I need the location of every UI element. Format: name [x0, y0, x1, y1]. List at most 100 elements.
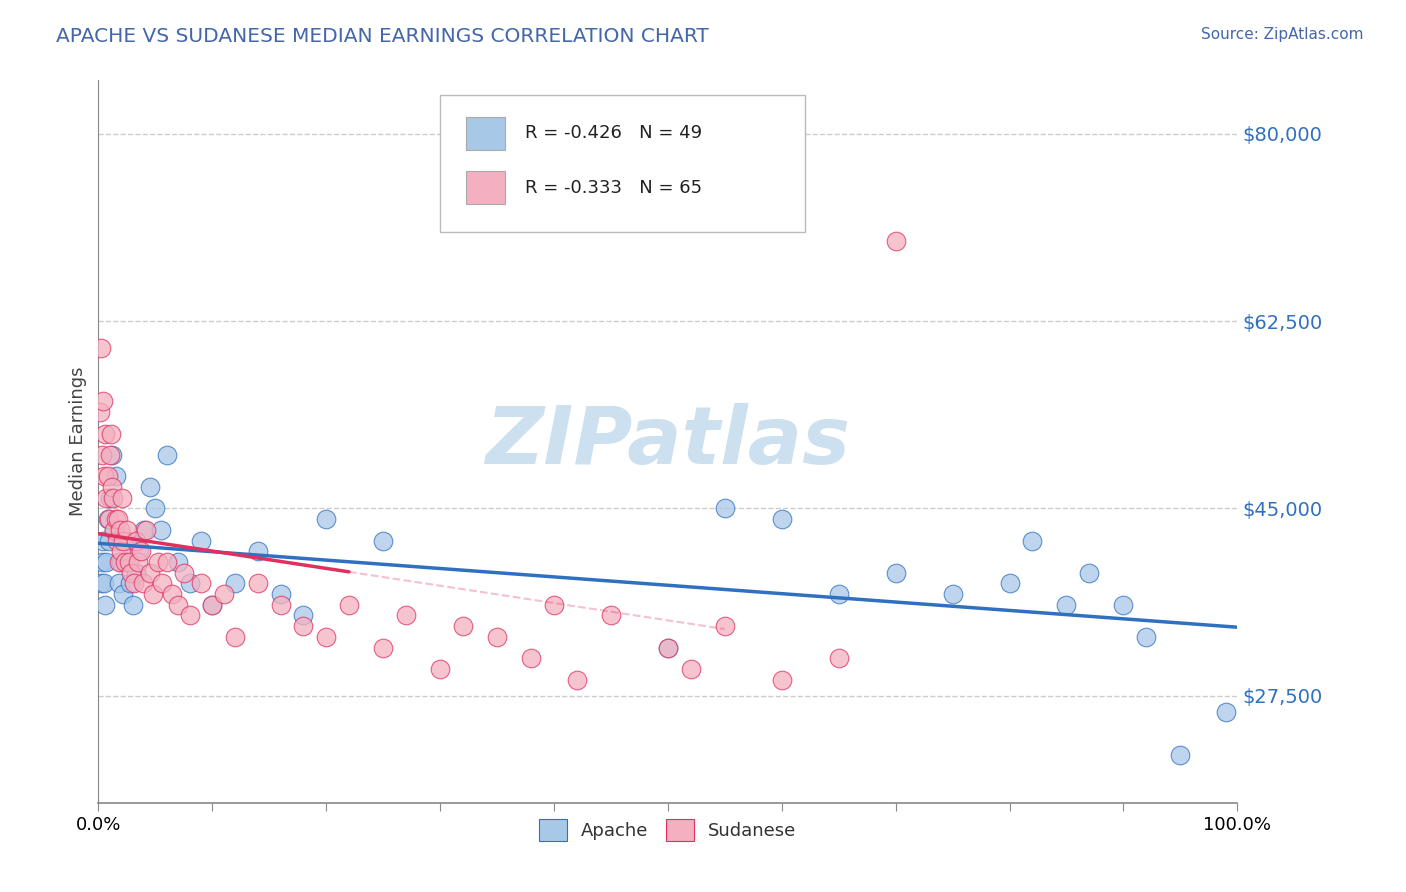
Point	[105, 533, 128, 548]
Point	[714, 619, 737, 633]
Point	[103, 523, 125, 537]
Point	[714, 501, 737, 516]
Point	[156, 448, 179, 462]
Point	[942, 587, 965, 601]
Point	[770, 512, 793, 526]
Point	[150, 576, 173, 591]
Point	[429, 662, 451, 676]
Point	[120, 566, 142, 580]
Point	[90, 341, 112, 355]
Point	[103, 491, 125, 505]
Point	[93, 576, 115, 591]
Y-axis label: Median Earnings: Median Earnings	[69, 367, 87, 516]
Point	[91, 533, 114, 548]
Point	[770, 673, 793, 687]
Point	[138, 480, 160, 494]
Point	[97, 512, 120, 526]
Point	[89, 405, 111, 419]
Point	[103, 523, 125, 537]
Point	[96, 512, 118, 526]
Point	[520, 651, 543, 665]
Text: R = -0.333   N = 65: R = -0.333 N = 65	[526, 178, 703, 196]
Point	[118, 555, 141, 569]
Point	[224, 630, 246, 644]
Point	[212, 587, 235, 601]
Point	[122, 576, 145, 591]
Point	[112, 533, 135, 548]
Point	[156, 555, 179, 569]
Point	[101, 480, 124, 494]
Point	[657, 640, 679, 655]
Point	[150, 523, 173, 537]
Point	[224, 576, 246, 591]
Point	[146, 555, 169, 569]
Point	[190, 576, 212, 591]
Point	[292, 619, 315, 633]
Point	[111, 491, 134, 505]
Point	[104, 469, 127, 483]
Point	[125, 533, 148, 548]
Point	[246, 576, 269, 591]
FancyBboxPatch shape	[467, 171, 505, 204]
Point	[1078, 566, 1101, 580]
Point	[135, 523, 157, 537]
Point	[127, 555, 149, 569]
Point	[120, 576, 142, 591]
Point	[884, 234, 907, 248]
Point	[108, 576, 131, 591]
Point	[121, 598, 143, 612]
Point	[162, 587, 184, 601]
Point	[246, 544, 269, 558]
Legend: Apache, Sudanese: Apache, Sudanese	[533, 812, 803, 848]
Point	[94, 426, 117, 441]
Point	[110, 555, 132, 569]
Point	[173, 566, 195, 580]
Point	[543, 598, 565, 612]
Point	[679, 662, 702, 676]
Point	[884, 566, 907, 580]
Point	[110, 544, 132, 558]
Point	[201, 598, 224, 612]
Point	[371, 640, 394, 655]
Text: R = -0.426   N = 49: R = -0.426 N = 49	[526, 125, 703, 143]
Point	[145, 501, 167, 516]
Point	[565, 673, 588, 687]
Text: Source: ZipAtlas.com: Source: ZipAtlas.com	[1201, 27, 1364, 42]
Text: APACHE VS SUDANESE MEDIAN EARNINGS CORRELATION CHART: APACHE VS SUDANESE MEDIAN EARNINGS CORRE…	[56, 27, 709, 45]
Point	[315, 630, 337, 644]
Point	[167, 555, 190, 569]
Point	[112, 587, 135, 601]
Point	[179, 576, 201, 591]
Point	[1170, 747, 1192, 762]
Point	[828, 651, 851, 665]
Point	[142, 587, 165, 601]
Point	[101, 448, 124, 462]
Point	[190, 533, 212, 548]
Point	[201, 598, 224, 612]
Point	[270, 587, 292, 601]
Point	[129, 544, 152, 558]
Point	[167, 598, 190, 612]
Point	[998, 576, 1021, 591]
Point	[100, 426, 122, 441]
FancyBboxPatch shape	[467, 117, 505, 150]
Point	[138, 566, 160, 580]
FancyBboxPatch shape	[440, 95, 804, 232]
Point	[451, 619, 474, 633]
Point	[1112, 598, 1135, 612]
Point	[90, 448, 112, 462]
Point	[125, 566, 148, 580]
Point	[132, 576, 155, 591]
Point	[96, 491, 118, 505]
Point	[1054, 598, 1078, 612]
Point	[600, 608, 623, 623]
Point	[96, 555, 118, 569]
Point	[115, 523, 138, 537]
Point	[108, 555, 131, 569]
Point	[115, 533, 138, 548]
Point	[1021, 533, 1043, 548]
Point	[107, 512, 129, 526]
Point	[91, 394, 114, 409]
Point	[114, 555, 136, 569]
Point	[97, 533, 120, 548]
